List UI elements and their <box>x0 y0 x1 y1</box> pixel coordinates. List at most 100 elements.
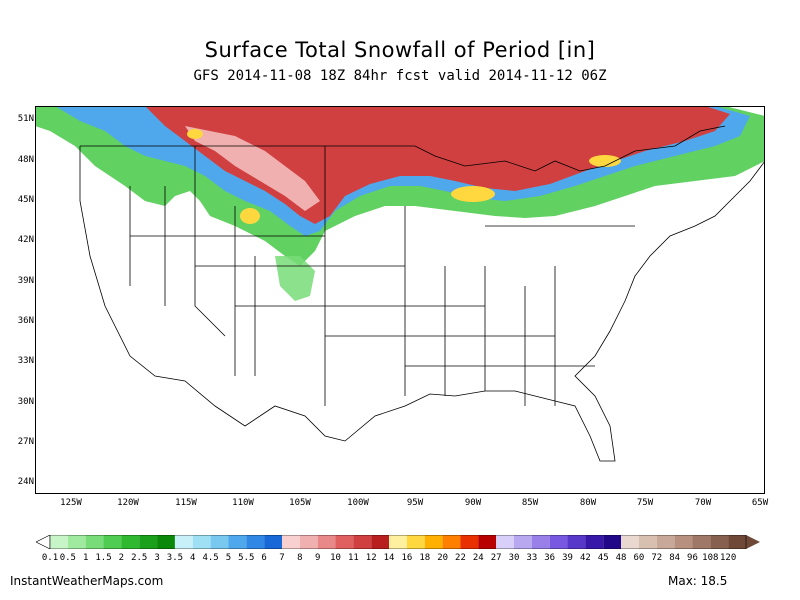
legend-swatch <box>103 535 122 549</box>
lat-label: 33N <box>17 356 34 366</box>
legend-swatch <box>139 535 158 549</box>
legend-label: 5 <box>225 553 232 563</box>
legend-swatch <box>192 535 211 549</box>
snow-zone-rockies-green <box>275 256 315 301</box>
legend-swatch <box>50 535 68 549</box>
legend-label: 24 <box>472 553 484 563</box>
legend-swatch <box>424 535 443 549</box>
lat-label: 39N <box>17 276 34 286</box>
legend-label: 3.5 <box>166 553 184 563</box>
legend-label: 1 <box>82 553 89 563</box>
legend-label: 1.5 <box>95 553 112 563</box>
legend-swatch <box>264 535 282 549</box>
legend-label: 18 <box>419 553 431 563</box>
legend-swatch <box>121 535 140 549</box>
snowfall-map <box>35 106 765 494</box>
legend-swatch <box>460 535 479 549</box>
legend-swatch <box>299 535 318 549</box>
legend-swatch <box>406 535 425 549</box>
legend-swatch <box>496 535 514 549</box>
snow-max-michigan <box>589 155 621 167</box>
legend-label: 39 <box>562 553 573 563</box>
lat-label: 48N <box>17 155 34 165</box>
legend-label: 48 <box>615 553 627 563</box>
lon-label: 75W <box>636 498 654 508</box>
snow-max-montana <box>240 208 260 224</box>
lat-label: 51N <box>17 114 34 124</box>
lon-label: 70W <box>694 498 712 508</box>
chart-title: Surface Total Snowfall of Period [in] <box>204 38 596 62</box>
snow-max-wisconsin <box>451 186 495 202</box>
legend-swatch <box>692 535 711 549</box>
lat-label: 45N <box>17 195 34 205</box>
legend-swatch <box>282 535 300 549</box>
legend-swatch <box>674 535 693 549</box>
legend-arrow-right <box>746 535 760 549</box>
legend-swatch <box>567 535 586 549</box>
legend-label: 6 <box>261 553 267 563</box>
geographic-boundaries <box>79 125 765 462</box>
legend-swatch <box>389 535 407 549</box>
legend-label: 108 <box>702 553 719 563</box>
legend-label: 36 <box>544 553 556 563</box>
legend-label: 4 <box>190 553 196 563</box>
chart-subtitle: GFS 2014-11-08 18Z 84hr fcst valid 2014-… <box>193 68 607 84</box>
lat-label: 27N <box>17 437 34 447</box>
legend-label: 45 <box>597 553 609 563</box>
lon-label: 65W <box>751 498 769 508</box>
lon-label: 85W <box>521 498 539 508</box>
lat-label: 42N <box>17 235 34 245</box>
legend-label: 96 <box>687 553 698 563</box>
lon-label: 100W <box>347 498 369 508</box>
legend-swatch <box>710 535 729 549</box>
legend-swatch <box>67 535 86 549</box>
legend-label: 3 <box>154 553 160 563</box>
legend-outline <box>49 535 747 549</box>
lon-label: 90W <box>464 498 482 508</box>
legend-swatch <box>353 535 372 549</box>
legend-swatch <box>585 535 604 549</box>
lon-label: 105W <box>289 498 311 508</box>
legend-swatch <box>514 535 532 549</box>
legend-label: 2.5 <box>131 553 148 563</box>
legend-label: 0.1 <box>41 553 59 563</box>
legend-label: 84 <box>669 553 681 563</box>
legend-label: 4.5 <box>202 553 219 563</box>
lon-label: 95W <box>406 498 424 508</box>
legend-label: 7 <box>279 553 285 563</box>
legend-swatch <box>317 535 336 549</box>
legend-arrow-left <box>36 535 51 549</box>
legend-swatch <box>603 535 622 549</box>
legend-label: 27 <box>490 553 502 563</box>
legend-swatch <box>371 535 390 549</box>
legend-label: 2 <box>118 553 125 563</box>
legend-swatch <box>621 535 639 549</box>
snow-max-pacific-nw <box>187 129 203 139</box>
legend-label: 10 <box>330 553 341 563</box>
legend-label: 9 <box>314 553 321 563</box>
lon-label: 125W <box>60 498 82 508</box>
legend-swatch <box>246 535 265 549</box>
color-legend-bar <box>36 535 760 549</box>
legend-swatch <box>174 535 193 549</box>
legend-swatch <box>442 535 461 549</box>
lon-label: 80W <box>579 498 597 508</box>
site-credit: InstantWeatherMaps.com <box>10 574 164 588</box>
legend-label: 42 <box>579 553 591 563</box>
legend-swatch <box>728 535 746 549</box>
lon-label: 115W <box>175 498 197 508</box>
legend-label: 11 <box>347 553 359 563</box>
legend-swatch <box>157 535 175 549</box>
legend-label: 72 <box>651 553 663 563</box>
legend-label: 20 <box>437 553 449 563</box>
legend-swatch <box>85 535 104 549</box>
legend-label: 120 <box>720 553 737 563</box>
lon-label: 110W <box>232 498 254 508</box>
lat-label: 36N <box>17 316 34 326</box>
legend-label: 16 <box>401 553 413 563</box>
legend-swatch <box>478 535 497 549</box>
legend-label: 8 <box>297 553 303 563</box>
legend-swatch <box>210 535 229 549</box>
max-value: Max: 18.5 <box>668 574 728 588</box>
legend-label: 30 <box>508 553 520 563</box>
